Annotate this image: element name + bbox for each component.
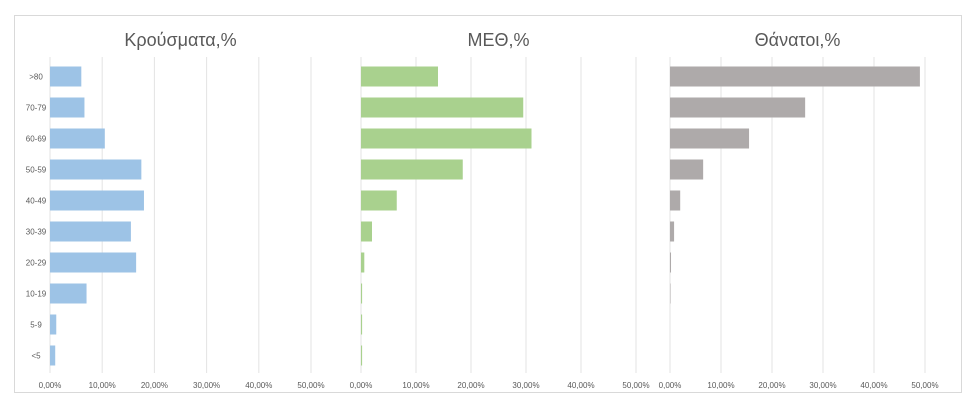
x-tick-label: 0,00%	[39, 381, 62, 390]
x-tick-label: 10,00%	[707, 381, 734, 390]
bar	[361, 252, 365, 273]
bar	[670, 97, 806, 118]
bar	[50, 252, 137, 273]
panel-title: Κρούσματα,%	[124, 30, 236, 50]
bar	[361, 128, 532, 149]
x-tick-label: 20,00%	[758, 381, 785, 390]
category-label: 30-39	[26, 228, 47, 237]
x-tick-label: 50,00%	[911, 381, 938, 390]
category-label: 5-9	[30, 321, 42, 330]
x-tick-label: 30,00%	[193, 381, 220, 390]
panel-title: Θάνατοι,%	[755, 30, 841, 50]
bar	[361, 345, 363, 366]
bar	[361, 314, 363, 335]
x-tick-label: 50,00%	[297, 381, 324, 390]
x-tick-label: 20,00%	[457, 381, 484, 390]
bar	[670, 190, 681, 211]
bar	[50, 345, 56, 366]
x-tick-label: 20,00%	[141, 381, 168, 390]
x-tick-label: 10,00%	[402, 381, 429, 390]
bar	[670, 128, 750, 149]
bar	[361, 190, 397, 211]
bar	[361, 66, 438, 87]
category-label: 70-79	[26, 104, 47, 113]
bar	[361, 97, 524, 118]
bar	[670, 159, 704, 180]
bar	[361, 159, 463, 180]
bar	[670, 221, 675, 242]
category-label: 40-49	[26, 197, 47, 206]
bar	[361, 283, 363, 304]
x-tick-label: 30,00%	[512, 381, 539, 390]
bar	[50, 190, 144, 211]
category-label: >80	[29, 73, 43, 82]
x-tick-label: 50,00%	[622, 381, 649, 390]
chart-area	[14, 15, 962, 393]
x-tick-label: 40,00%	[860, 381, 887, 390]
panel-title: ΜΕΘ,%	[467, 30, 529, 50]
x-tick-label: 10,00%	[89, 381, 116, 390]
category-label: 20-29	[26, 259, 47, 268]
bar	[50, 221, 131, 242]
bar	[50, 128, 105, 149]
x-tick-label: 0,00%	[350, 381, 373, 390]
category-label: 50-59	[26, 166, 47, 175]
category-label: 10-19	[26, 290, 47, 299]
bar	[670, 283, 671, 304]
category-label: 60-69	[26, 135, 47, 144]
x-tick-label: 40,00%	[245, 381, 272, 390]
bar	[50, 66, 82, 87]
x-tick-label: 0,00%	[659, 381, 682, 390]
bar	[50, 314, 57, 335]
bar	[670, 252, 672, 273]
bar	[50, 283, 87, 304]
category-label: <5	[31, 352, 41, 361]
bar	[50, 159, 142, 180]
bar	[670, 66, 920, 87]
bar	[50, 97, 85, 118]
bar	[361, 221, 372, 242]
x-tick-label: 30,00%	[809, 381, 836, 390]
x-tick-label: 40,00%	[567, 381, 594, 390]
